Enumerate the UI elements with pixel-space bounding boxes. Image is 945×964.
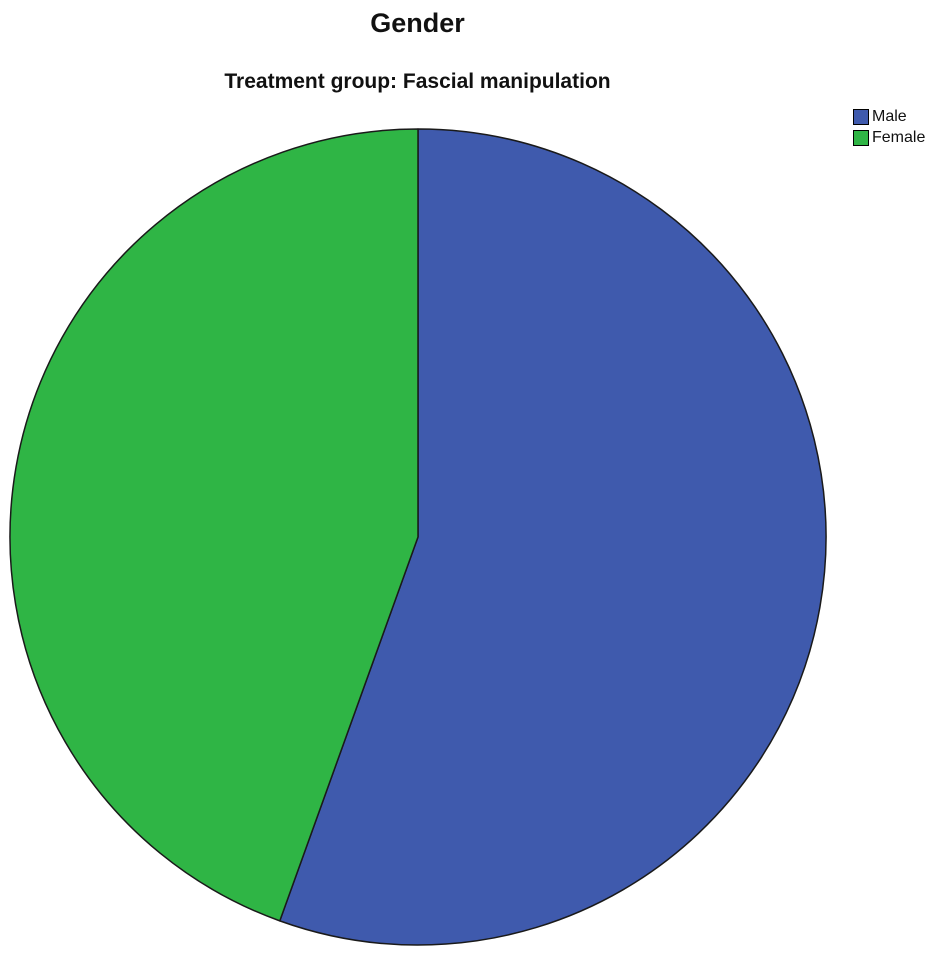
legend-item-female: Female xyxy=(853,127,925,148)
chart-title: Gender xyxy=(370,8,465,38)
chart-subtitle: Treatment group: Fascial manipulation xyxy=(224,70,611,93)
legend-swatch-female xyxy=(853,129,869,146)
legend-swatch-male xyxy=(853,108,869,125)
pie-slice-female xyxy=(9,128,419,922)
legend-label-female: Female xyxy=(872,128,926,146)
chart-legend: Male Female xyxy=(853,106,925,148)
legend-label-male: Male xyxy=(872,107,907,125)
pie-slice-male xyxy=(279,128,827,946)
legend-item-male: Male xyxy=(853,106,925,127)
